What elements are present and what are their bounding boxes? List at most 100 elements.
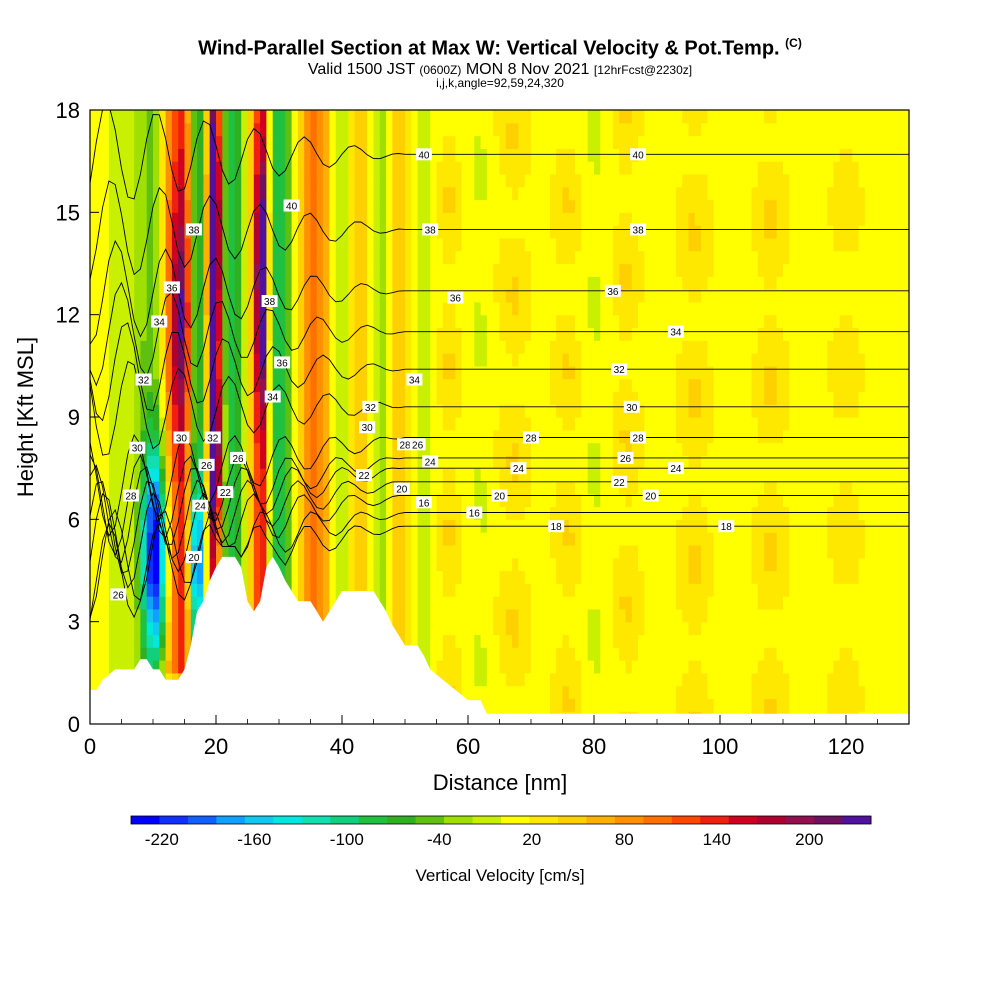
field-cell bbox=[631, 301, 639, 316]
field-cell bbox=[638, 186, 645, 201]
field-cell bbox=[556, 110, 564, 124]
field-cell bbox=[562, 225, 570, 239]
field-cell bbox=[556, 621, 564, 636]
field-cell bbox=[178, 621, 186, 636]
field-cell bbox=[518, 608, 526, 623]
field-cell bbox=[285, 417, 293, 431]
field-cell bbox=[524, 365, 532, 380]
field-cell bbox=[549, 161, 557, 175]
field-cell bbox=[159, 570, 167, 584]
field-cell bbox=[323, 353, 330, 367]
field-cell bbox=[96, 442, 104, 456]
field-cell bbox=[455, 429, 463, 444]
field-cell bbox=[285, 455, 293, 469]
field-cell bbox=[266, 519, 274, 533]
field-cell bbox=[493, 122, 501, 137]
field-cell bbox=[190, 263, 198, 277]
field-cell bbox=[657, 417, 664, 431]
field-cell bbox=[594, 148, 601, 162]
field-cell bbox=[682, 442, 690, 456]
field-cell bbox=[203, 199, 211, 213]
field-cell bbox=[612, 327, 620, 341]
field-cell bbox=[531, 365, 538, 380]
field-cell bbox=[272, 532, 280, 546]
field-cell bbox=[153, 608, 160, 623]
field-cell bbox=[688, 225, 696, 239]
field-cell bbox=[549, 263, 557, 277]
field-cell bbox=[512, 468, 519, 482]
field-cell bbox=[650, 570, 658, 584]
field-cell bbox=[726, 634, 734, 648]
field-cell bbox=[594, 660, 601, 674]
field-cell bbox=[228, 122, 236, 137]
field-cell bbox=[449, 148, 456, 162]
field-cell bbox=[373, 378, 381, 393]
field-cell bbox=[127, 340, 135, 354]
field-cell bbox=[127, 532, 135, 546]
field-cell bbox=[134, 506, 141, 520]
field-cell bbox=[272, 122, 280, 137]
field-cell bbox=[524, 532, 532, 546]
field-cell bbox=[140, 596, 148, 610]
field-cell bbox=[405, 340, 412, 354]
field-cell bbox=[348, 148, 356, 162]
field-cell bbox=[379, 506, 387, 520]
field-cell bbox=[594, 173, 601, 188]
field-cell bbox=[606, 583, 614, 597]
field-cell bbox=[127, 173, 135, 188]
field-cell bbox=[253, 301, 261, 316]
field-cell bbox=[531, 340, 538, 354]
field-cell bbox=[360, 378, 368, 393]
field-cell bbox=[291, 532, 299, 546]
field-cell bbox=[379, 455, 387, 469]
field-cell bbox=[253, 557, 261, 572]
field-cell bbox=[203, 442, 211, 456]
field-cell bbox=[657, 404, 664, 418]
field-cell bbox=[96, 378, 104, 393]
field-cell bbox=[178, 237, 186, 252]
field-cell bbox=[423, 596, 431, 610]
field-cell bbox=[480, 250, 488, 265]
field-cell bbox=[140, 327, 148, 341]
field-cell bbox=[102, 647, 110, 661]
field-cell bbox=[323, 570, 330, 584]
field-cell bbox=[505, 263, 513, 277]
field-cell bbox=[625, 506, 633, 520]
field-cell bbox=[568, 378, 576, 393]
field-cell bbox=[146, 263, 154, 277]
field-cell bbox=[373, 480, 381, 495]
field-cell bbox=[682, 263, 690, 277]
field-cell bbox=[499, 634, 507, 648]
field-cell bbox=[323, 417, 330, 431]
field-cell bbox=[348, 455, 356, 469]
field-cell bbox=[304, 161, 312, 175]
field-cell bbox=[279, 301, 286, 316]
field-cell bbox=[285, 493, 293, 508]
field-cell bbox=[178, 225, 186, 239]
field-cell bbox=[505, 314, 513, 329]
field-cell bbox=[165, 173, 173, 188]
field-cell bbox=[480, 378, 488, 393]
field-cell bbox=[417, 532, 425, 546]
field-cell bbox=[190, 122, 198, 137]
field-cell bbox=[675, 455, 683, 469]
field-cell bbox=[304, 353, 312, 367]
field-cell bbox=[587, 647, 595, 661]
field-cell bbox=[171, 340, 179, 354]
field-cell bbox=[442, 468, 450, 482]
field-cell bbox=[190, 250, 198, 265]
field-cell bbox=[184, 621, 192, 636]
field-cell bbox=[310, 327, 318, 341]
field-cell bbox=[461, 493, 469, 508]
field-cell bbox=[411, 327, 419, 341]
field-cell bbox=[657, 378, 664, 393]
field-cell bbox=[316, 237, 324, 252]
field-cell bbox=[411, 199, 419, 213]
field-cell bbox=[134, 110, 141, 124]
field-cell bbox=[417, 506, 425, 520]
field-cell bbox=[159, 608, 167, 623]
field-cell bbox=[329, 161, 337, 175]
field-cell bbox=[720, 263, 727, 277]
field-cell bbox=[543, 608, 551, 623]
field-cell bbox=[568, 596, 576, 610]
